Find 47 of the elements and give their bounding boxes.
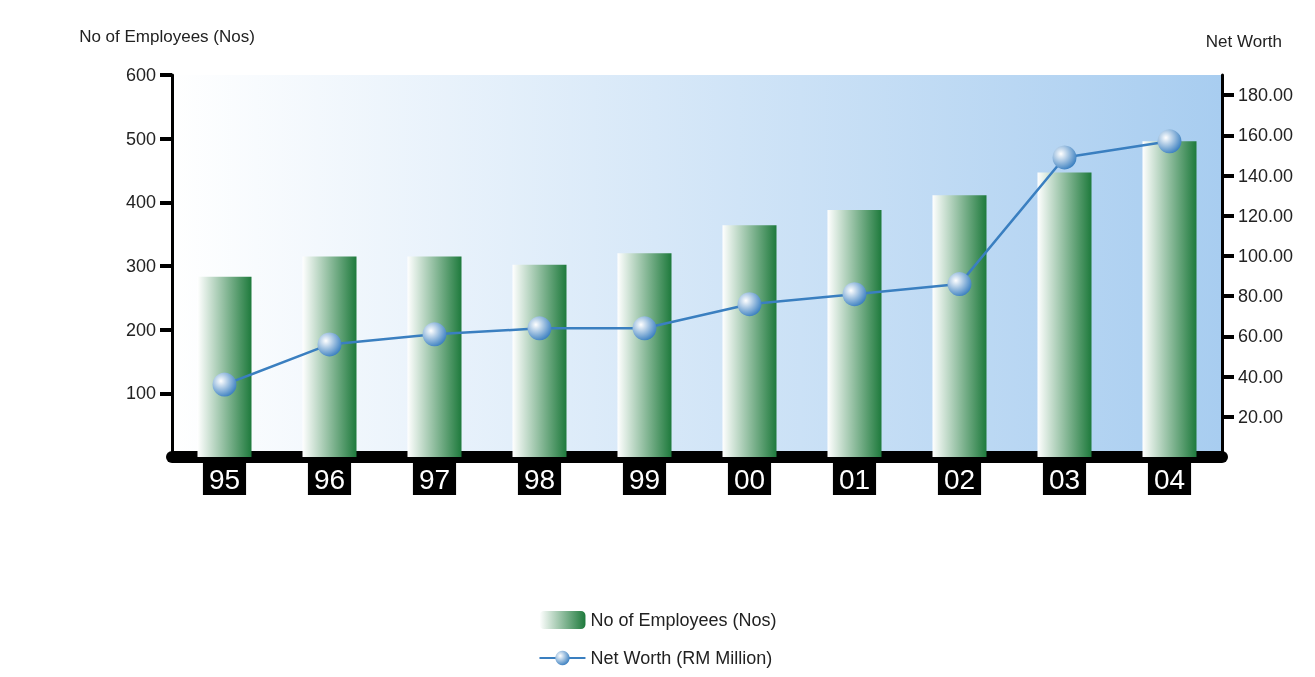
- y2-tick-label: 160.00: [1238, 125, 1294, 146]
- legend-label: No of Employees (Nos): [590, 610, 777, 630]
- point: [527, 316, 552, 341]
- point: [317, 332, 342, 357]
- bar: [827, 209, 882, 457]
- point: [632, 316, 657, 341]
- bar: [932, 195, 987, 457]
- x-tick-label: 03: [1048, 463, 1081, 495]
- point: [212, 372, 237, 397]
- point: [1052, 145, 1077, 170]
- x-tick-label: 02: [943, 463, 976, 495]
- x-tick-label: 04: [1153, 463, 1186, 495]
- legend-label: Net Worth (RM Million): [590, 648, 773, 668]
- y-tick-label: 200: [125, 319, 156, 340]
- bar: [197, 276, 252, 457]
- y2-tick-label: 80.00: [1238, 286, 1284, 307]
- y2-tick-label: 120.00: [1238, 205, 1294, 226]
- y-axis-title: No of Employees (Nos): [79, 27, 255, 46]
- point: [1157, 129, 1182, 154]
- bar: [302, 256, 357, 457]
- x-tick-label: 97: [418, 463, 451, 495]
- x-tick-label: 98: [523, 463, 556, 495]
- x-tick-label: 96: [313, 463, 346, 495]
- y-tick-label: 500: [125, 128, 156, 149]
- x-tick-label: 95: [208, 463, 241, 495]
- y2-tick-label: 60.00: [1238, 326, 1284, 347]
- y2-tick-label: 140.00: [1238, 165, 1294, 186]
- y2-tick-label: 100.00: [1238, 245, 1294, 266]
- point: [422, 322, 447, 347]
- x-tick-label: 00: [733, 463, 766, 495]
- bar: [512, 264, 567, 457]
- point: [842, 282, 867, 307]
- y2-tick-label: 180.00: [1238, 85, 1294, 106]
- y-tick-label: 100: [125, 383, 156, 404]
- bar: [722, 225, 777, 457]
- y-tick-label: 600: [125, 65, 156, 85]
- y-tick-label: 400: [125, 192, 156, 213]
- x-tick-label: 99: [628, 463, 661, 495]
- y2-tick-label: 40.00: [1238, 366, 1284, 387]
- y2-axis-title: Net Worth: [1205, 32, 1282, 51]
- bar: [407, 256, 462, 457]
- x-tick-label: 01: [838, 463, 871, 495]
- point: [947, 272, 972, 297]
- point: [737, 292, 762, 317]
- y-tick-label: 300: [125, 256, 156, 276]
- y2-tick-label: 20.00: [1238, 406, 1284, 427]
- bar: [617, 253, 672, 457]
